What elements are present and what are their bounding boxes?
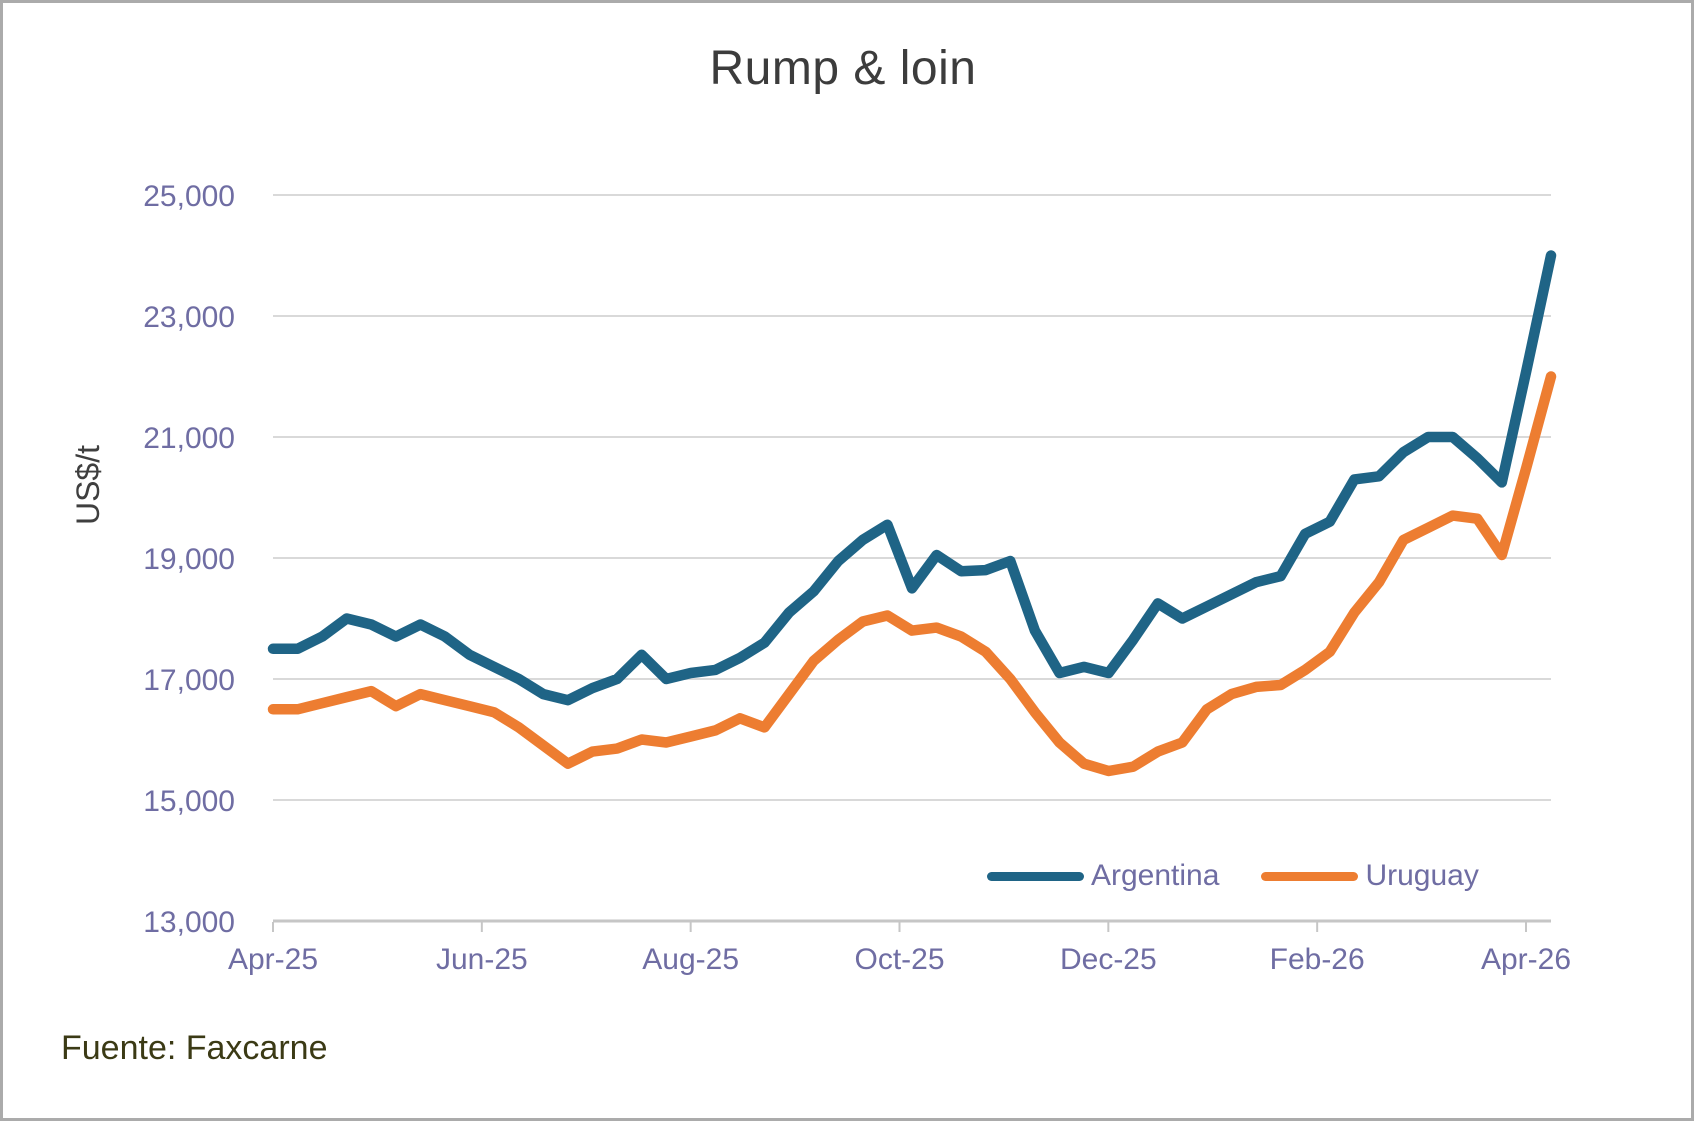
y-axis-title: US$/t — [70, 444, 106, 526]
y-tick-label: 19,000 — [143, 543, 235, 576]
y-tick-label: 17,000 — [143, 664, 235, 697]
legend-item-argentina: Argentina — [987, 859, 1219, 893]
legend-swatch-uruguay — [1261, 871, 1359, 881]
series-line-uruguay — [267, 371, 1557, 777]
y-tick-label: 25,000 — [143, 180, 235, 213]
x-tick-label: Dec-25 — [1060, 943, 1157, 976]
x-tick-label: Aug-25 — [642, 943, 739, 976]
x-tick-label: Feb-26 — [1270, 943, 1365, 976]
legend-label-uruguay: Uruguay — [1365, 859, 1479, 892]
chart-plot-area: 13,000 15,000 17,000 19,000 21,000 23,000 25,0… — [143, 180, 1571, 976]
x-tick-label: Oct-25 — [854, 943, 944, 976]
chart-title: Rump & loin — [709, 42, 977, 95]
y-tick-label: 15,000 — [143, 785, 235, 818]
y-tick-label: 13,000 — [143, 906, 235, 939]
legend: Argentina Uruguay — [987, 859, 1479, 893]
legend-label-argentina: Argentina — [1091, 859, 1220, 892]
x-tick-label: Jun-25 — [436, 943, 528, 976]
y-tick-label: 21,000 — [143, 422, 235, 455]
legend-item-uruguay: Uruguay — [1261, 859, 1479, 893]
y-tick-label: 23,000 — [143, 301, 235, 334]
series-line-argentina — [267, 250, 1557, 706]
x-tick-label: Apr-25 — [228, 943, 318, 976]
x-tick-label: Apr-26 — [1481, 943, 1571, 976]
source-attribution: Fuente: Faxcarne — [61, 1029, 328, 1067]
legend-swatch-argentina — [987, 871, 1084, 881]
